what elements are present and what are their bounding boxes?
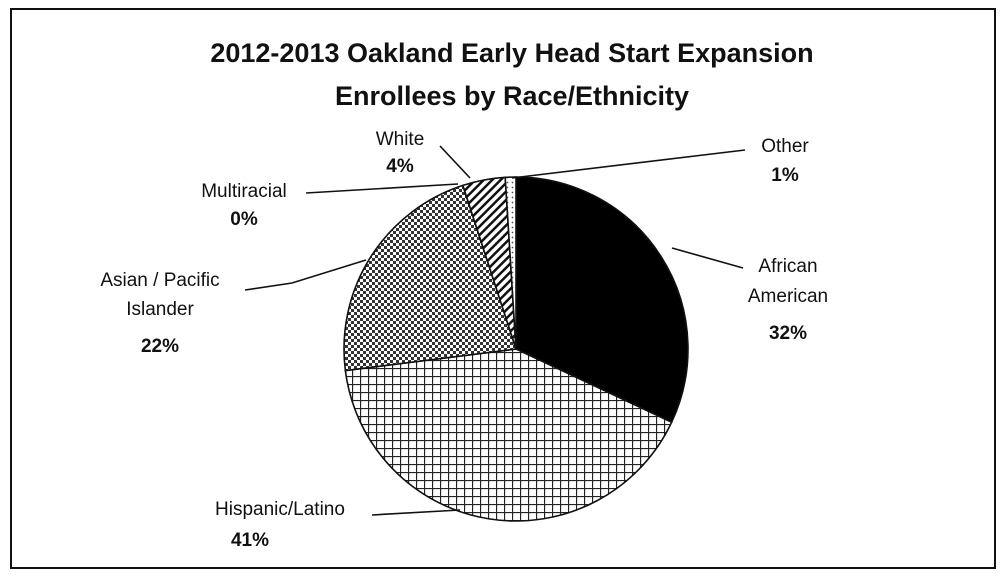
pie-slice-african [515, 176, 689, 424]
label-white-pct: 4% [386, 156, 414, 177]
leader-line-asian [244, 259, 367, 291]
leader-line-other [511, 149, 746, 179]
chart-title-line-2: Enrollees by Race/Ethnicity [335, 81, 689, 111]
label-hispanic-pct: 41% [231, 530, 269, 551]
label-african-name-1: African [758, 256, 817, 277]
label-african-pct: 32% [769, 323, 807, 344]
chart-title-line-1: 2012-2013 Oakland Early Head Start Expan… [210, 38, 813, 68]
pie-slice-hispanic [344, 348, 673, 522]
label-asian-name-2: Islander [126, 299, 194, 320]
label-other-name: Other [761, 136, 809, 157]
label-hispanic-name: Hispanic/Latino [215, 499, 345, 520]
label-african-name-2: American [748, 286, 828, 307]
pie-slice-asian [343, 184, 518, 372]
label-other-pct: 1% [771, 165, 799, 186]
label-multiracial-pct: 0% [230, 209, 258, 230]
label-white-name: White [376, 129, 425, 150]
label-asian-pct: 22% [141, 336, 179, 357]
label-multiracial-name: Multiracial [201, 181, 287, 202]
pie-slices [343, 176, 689, 522]
leader-line-african [671, 247, 744, 269]
label-asian-name-1: Asian / Pacific [100, 270, 219, 291]
leader-lines [244, 145, 746, 516]
leader-line-multiracial [305, 183, 459, 194]
leader-line-hispanic [371, 509, 461, 516]
leader-line-white [439, 145, 471, 179]
slice-labels: White 4% Other 1% Multiracial 0% Asian /… [100, 129, 828, 551]
